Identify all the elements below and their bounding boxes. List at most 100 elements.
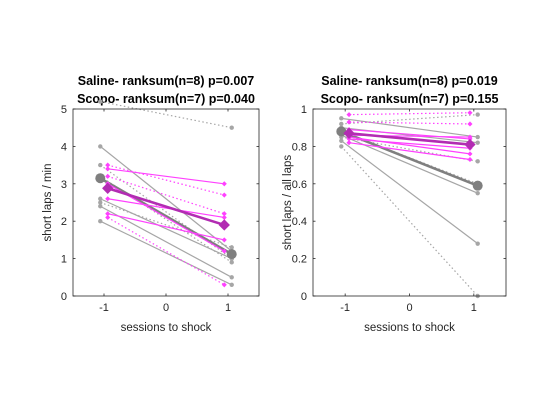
saline-subject-line — [341, 117, 478, 138]
saline-subject-point — [98, 200, 103, 205]
y-axis-label: short laps / all laps — [282, 155, 294, 250]
saline-subject-line — [99, 145, 233, 252]
scopo-mean-point — [218, 219, 230, 231]
x-tick-label: 1 — [471, 302, 477, 314]
scopo-subject-point — [105, 214, 111, 221]
saline-subject-point — [475, 241, 480, 246]
scopo-subject-point — [221, 237, 227, 243]
y-tick-label: 0.4 — [292, 216, 307, 228]
saline-subject-point — [339, 116, 344, 121]
saline-subject-line — [340, 140, 479, 245]
saline-mean-point — [472, 180, 483, 191]
chart-panel-1: Saline- ranksum(n=8) p=0.007 Scopo- ranks… — [42, 74, 260, 334]
x-axis-label: sessions to shock — [121, 322, 212, 334]
scopo-subject-point — [105, 211, 111, 217]
y-tick-label: 1 — [61, 254, 67, 266]
saline-subject-point — [229, 125, 234, 130]
scopo-subject-point — [221, 211, 227, 217]
saline-subject-line — [99, 164, 233, 260]
scopo-subject-point — [221, 181, 227, 187]
saline-subject-line — [341, 136, 478, 162]
scopo-subject-point — [105, 173, 111, 179]
saline-mean-point — [226, 249, 237, 260]
y-tick-label: 0.6 — [292, 179, 307, 191]
saline-subject-point — [98, 99, 103, 104]
y-tick-label: 1 — [301, 104, 307, 116]
y-tick-label: 0.2 — [292, 254, 307, 266]
scopo-subject-point — [467, 156, 473, 163]
saline-subject-line — [100, 201, 232, 248]
x-tick-label: -1 — [99, 302, 109, 314]
saline-subject-line — [100, 198, 232, 260]
y-tick-label: 2 — [61, 216, 67, 228]
saline-subject-point — [229, 260, 234, 265]
saline-subject-point — [98, 204, 103, 209]
x-axis-label: sessions to shock — [364, 322, 455, 334]
scopo-subject-line — [349, 121, 470, 125]
scopo-subject-point — [105, 162, 111, 168]
saline-mean-point — [336, 126, 347, 137]
saline-subject-line — [340, 145, 479, 297]
scopo-subject-point — [221, 214, 227, 221]
scopo-subject-line — [348, 128, 471, 140]
y-tick-label: 0 — [61, 291, 67, 303]
scopo-mean-point — [343, 127, 355, 139]
saline-subject-point — [339, 144, 344, 149]
scopo-subject-point — [221, 282, 227, 288]
saline-mean-point — [95, 173, 106, 184]
scopo-subject-line — [348, 142, 471, 161]
scopo-subject-point — [467, 151, 473, 157]
scopo-subject-line — [348, 138, 471, 149]
scopo-subject-point — [346, 119, 352, 125]
scopo-subject-line — [107, 164, 225, 196]
scopo-subject-point — [105, 166, 111, 172]
saline-subject-point — [339, 121, 344, 127]
x-tick-label: 0 — [163, 302, 169, 314]
saline-subject-point — [475, 112, 480, 117]
y-axis-label: short laps / min — [42, 164, 54, 242]
chart-title-line: Scopo- ranksum(n=7) p=0.155 — [321, 92, 499, 106]
y-tick-label: 3 — [61, 179, 67, 191]
saline-subject-point — [475, 140, 480, 145]
scopo-subject-line — [107, 198, 225, 219]
saline-subject-point — [339, 138, 344, 143]
scopo-mean-line — [107, 187, 225, 227]
x-tick-label: 0 — [406, 302, 412, 314]
scopo-subject-point — [221, 248, 227, 254]
saline-mean-line — [99, 177, 233, 256]
scopo-subject-point — [221, 192, 227, 198]
scopo-subject-line — [107, 213, 225, 241]
scopo-mean-line — [348, 132, 471, 146]
scopo-subject-point — [105, 196, 111, 202]
saline-subject-point — [229, 245, 234, 250]
scopo-subject-line — [107, 168, 225, 185]
chart-title-line: Scopo- ranksum(n=7) p=0.040 — [77, 92, 255, 106]
scopo-subject-line — [349, 112, 470, 116]
saline-subject-point — [98, 219, 103, 224]
saline-subject-point — [229, 275, 234, 280]
scopo-subject-line — [107, 216, 225, 286]
x-tick-label: 1 — [225, 302, 231, 314]
saline-subject-line — [341, 114, 478, 125]
saline-subject-point — [98, 196, 103, 201]
saline-subject-line — [99, 205, 233, 278]
saline-subject-point — [475, 190, 480, 196]
saline-subject-point — [229, 282, 234, 287]
y-tick-label: 4 — [61, 141, 67, 153]
chart-title-line: Saline- ranksum(n=8) p=0.007 — [78, 74, 255, 88]
scopo-subject-point — [467, 134, 473, 140]
saline-subject-point — [475, 159, 480, 164]
saline-subject-line — [100, 220, 232, 286]
y-tick-label: 5 — [61, 104, 67, 116]
scopo-mean-point — [464, 138, 476, 151]
scopo-subject-line — [107, 175, 225, 215]
chart-panel-2: Saline- ranksum(n=8) p=0.019 Scopo- ranks… — [282, 74, 507, 334]
saline-subject-point — [475, 134, 480, 140]
saline-subject-point — [98, 144, 103, 149]
x-tick-label: -1 — [340, 302, 350, 314]
y-tick-label: 0.8 — [292, 141, 307, 153]
chart-title-line: Saline- ranksum(n=8) p=0.019 — [321, 74, 498, 88]
scopo-subject-line — [348, 136, 471, 155]
